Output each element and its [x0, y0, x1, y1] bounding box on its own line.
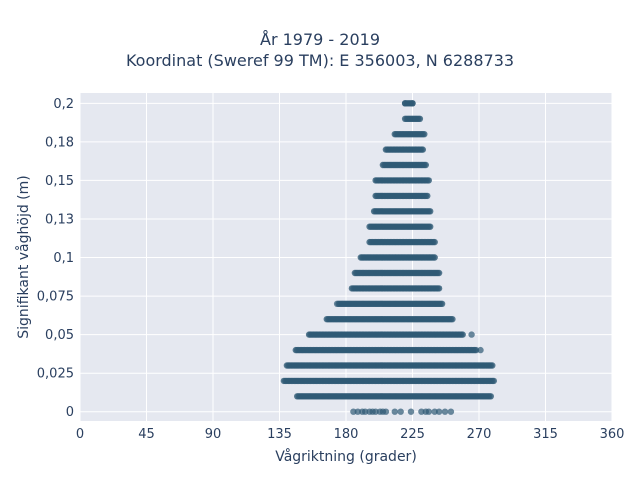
data-point	[425, 177, 432, 184]
data-point	[449, 316, 456, 323]
data-point	[438, 300, 446, 307]
y-tick-label: 0,18	[45, 135, 74, 150]
y-tick-label: 0,13	[45, 212, 74, 227]
data-point	[391, 408, 398, 415]
data-points	[280, 100, 497, 415]
data-point	[487, 393, 494, 400]
data-point	[382, 408, 390, 415]
data-point	[427, 208, 434, 215]
y-tick-label: 0,025	[37, 367, 74, 382]
x-tick-label: 315	[533, 427, 558, 442]
data-point	[372, 408, 379, 415]
x-axis-ticks: 0 45 90 135 180 225 270 315 360	[76, 427, 625, 442]
data-point	[418, 408, 425, 415]
data-point	[441, 408, 449, 415]
data-point	[472, 346, 480, 354]
data-point	[431, 408, 438, 415]
data-point	[435, 408, 443, 415]
data-point	[401, 100, 409, 107]
x-tick-label: 225	[400, 427, 425, 442]
y-tick-label: 0,15	[45, 174, 74, 189]
data-point	[459, 331, 466, 338]
data-point	[407, 408, 415, 415]
data-point	[422, 161, 429, 169]
x-tick-label: 45	[138, 427, 155, 442]
data-point	[425, 408, 432, 415]
data-point	[362, 408, 369, 415]
data-point	[354, 408, 361, 415]
data-point	[468, 331, 475, 338]
data-point	[431, 238, 438, 246]
y-axis-label: Signifikant våghöjd (m)	[15, 175, 32, 338]
y-axis-ticks: 0 0,025 0,05 0,075 0,1 0,13 0,15 0,18 0,2	[37, 97, 74, 420]
data-point	[477, 346, 484, 354]
data-point	[333, 300, 341, 307]
data-point	[416, 115, 424, 123]
data-point	[350, 408, 357, 415]
y-tick-label: 0,1	[53, 251, 74, 266]
data-point	[424, 192, 431, 200]
x-tick-label: 180	[334, 427, 359, 442]
x-tick-label: 135	[267, 427, 292, 442]
data-point	[409, 100, 416, 107]
data-point	[490, 377, 497, 385]
x-tick-label: 270	[467, 427, 492, 442]
chart-title-line-2: Koordinat (Sweref 99 TM): E 356003, N 62…	[125, 51, 515, 70]
data-point	[447, 408, 455, 415]
data-point	[419, 146, 426, 153]
data-point	[427, 223, 434, 230]
data-point	[435, 269, 443, 277]
x-axis-label: Vågriktning (grader)	[275, 448, 417, 465]
y-tick-label: 0,2	[53, 97, 74, 112]
x-tick-label: 360	[600, 427, 625, 442]
data-point	[421, 131, 428, 138]
y-tick-label: 0,05	[45, 328, 74, 343]
data-point	[431, 254, 438, 261]
data-point	[489, 362, 496, 369]
y-tick-label: 0	[66, 405, 74, 420]
x-tick-label: 90	[205, 427, 222, 442]
data-point	[397, 408, 404, 415]
data-point	[435, 285, 443, 292]
y-tick-label: 0,075	[37, 290, 74, 305]
x-tick-label: 0	[76, 427, 84, 442]
chart-title-line-1: År 1979 - 2019	[260, 30, 380, 49]
